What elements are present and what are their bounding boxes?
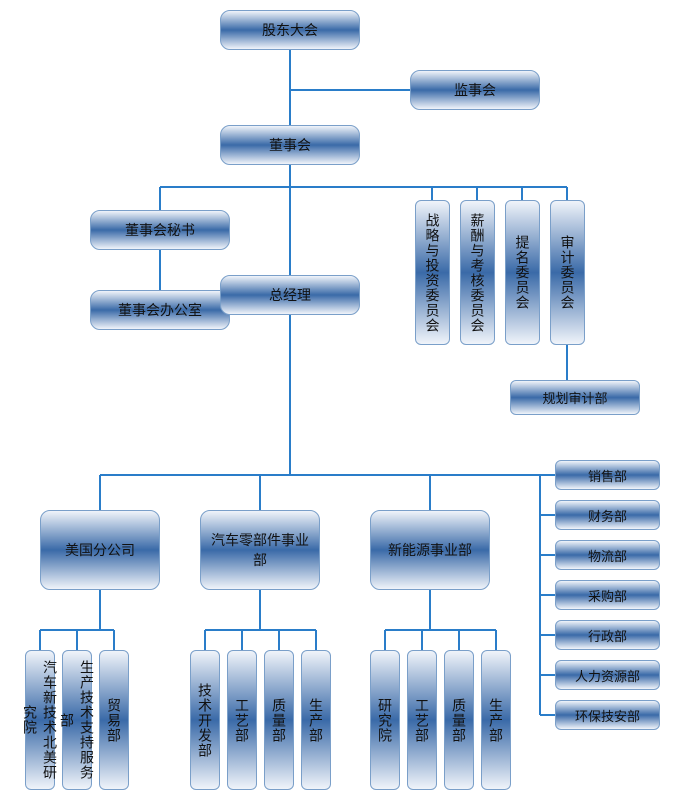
node-ne_c: 质量部 [444, 650, 474, 790]
node-shareholders: 股东大会 [220, 10, 360, 50]
node-gm: 总经理 [220, 275, 360, 315]
node-div_newenergy: 新能源事业部 [370, 510, 490, 590]
node-c_strategy: 战略与投资委员会 [415, 200, 450, 345]
node-auto_a: 技术开发部 [190, 650, 220, 790]
node-c_nomination: 提名委员会 [505, 200, 540, 345]
node-us_c: 贸易部 [99, 650, 129, 790]
node-d_finance: 财务部 [555, 500, 660, 530]
node-auto_c: 质量部 [264, 650, 294, 790]
node-d_purch: 采购部 [555, 580, 660, 610]
node-secretary: 董事会秘书 [90, 210, 230, 250]
node-us_a: 汽车新技术北美研究院 [25, 650, 55, 790]
node-supervisory: 监事会 [410, 70, 540, 110]
node-c_audit: 审计委员会 [550, 200, 585, 345]
node-auto_b: 工艺部 [227, 650, 257, 790]
node-ne_d: 生产部 [481, 650, 511, 790]
node-d_admin: 行政部 [555, 620, 660, 650]
node-d_logist: 物流部 [555, 540, 660, 570]
node-ne_a: 研究院 [370, 650, 400, 790]
node-div_us: 美国分公司 [40, 510, 160, 590]
node-div_auto: 汽车零部件事业部 [200, 510, 320, 590]
node-auto_d: 生产部 [301, 650, 331, 790]
node-office: 董事会办公室 [90, 290, 230, 330]
node-planning_audit: 规划审计部 [510, 380, 640, 415]
node-d_hr: 人力资源部 [555, 660, 660, 690]
node-board: 董事会 [220, 125, 360, 165]
node-ne_b: 工艺部 [407, 650, 437, 790]
org-chart: 股东大会监事会董事会董事会秘书董事会办公室总经理 战略与投资委员会薪酬与考核委员会… [0, 0, 680, 797]
node-d_sales: 销售部 [555, 460, 660, 490]
node-us_b: 生产技术支持服务部 [62, 650, 92, 790]
node-c_compensation: 薪酬与考核委员会 [460, 200, 495, 345]
node-d_env: 环保技安部 [555, 700, 660, 730]
